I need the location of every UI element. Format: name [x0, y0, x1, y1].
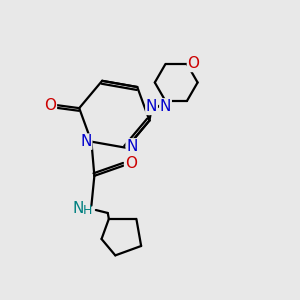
Text: N: N [72, 201, 84, 216]
Text: N: N [146, 99, 157, 114]
Text: O: O [188, 56, 200, 71]
Text: N: N [126, 139, 138, 154]
Text: H: H [83, 204, 92, 218]
Text: N: N [160, 99, 171, 114]
Text: O: O [44, 98, 56, 113]
Text: O: O [124, 156, 136, 171]
Text: N: N [80, 134, 92, 149]
